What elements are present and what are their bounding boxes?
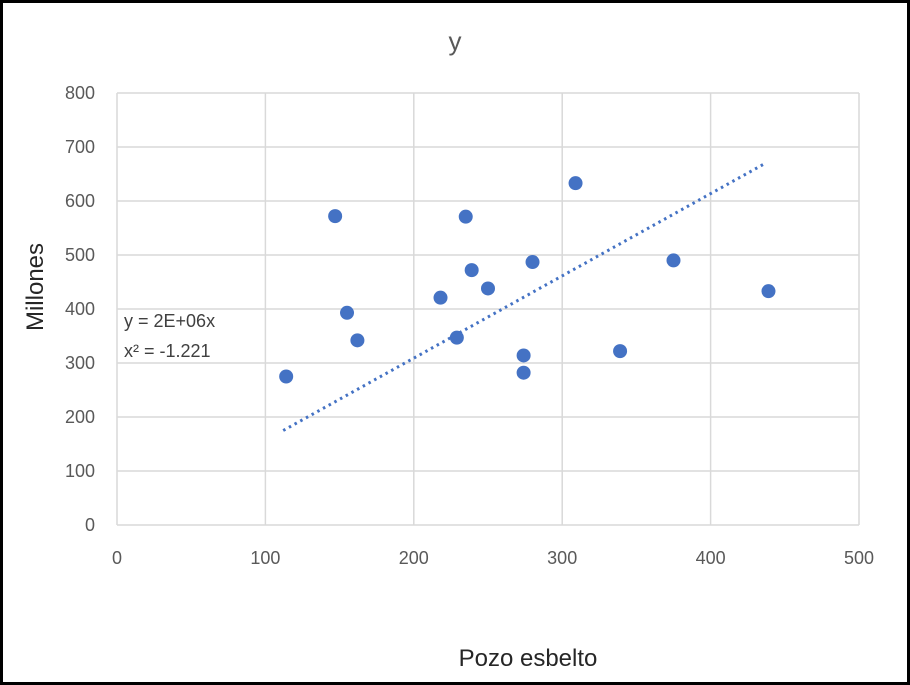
x-axis-label: Pozo esbelto xyxy=(459,645,598,672)
data-point xyxy=(516,365,531,380)
x-tick-labels: 0 100 200 300 400 500 xyxy=(112,548,874,568)
y-axis-label: Millones xyxy=(22,243,49,331)
data-point xyxy=(279,369,294,384)
data-point xyxy=(458,209,473,224)
y-tick-label: 500 xyxy=(65,245,95,265)
data-point xyxy=(666,253,681,268)
y-tick-label: 100 xyxy=(65,461,95,481)
x-tick-label: 200 xyxy=(399,548,429,568)
data-point xyxy=(568,176,583,191)
y-tick-label: 300 xyxy=(65,353,95,373)
trendline-equation: y = 2E+06x xyxy=(124,311,215,331)
chart-title: y xyxy=(449,26,462,56)
data-point xyxy=(481,281,495,296)
data-point xyxy=(340,305,355,320)
x-tick-label: 300 xyxy=(547,548,577,568)
data-point xyxy=(328,209,343,224)
data-point xyxy=(449,330,464,345)
data-point xyxy=(433,290,448,305)
data-point xyxy=(525,255,540,270)
data-point xyxy=(761,284,776,299)
data-point xyxy=(613,344,628,359)
data-point xyxy=(516,348,531,363)
y-tick-label: 400 xyxy=(65,299,95,319)
x-tick-label: 0 xyxy=(112,548,122,568)
data-points xyxy=(279,176,776,384)
trendline xyxy=(282,161,767,432)
y-tick-label: 200 xyxy=(65,407,95,427)
trendline-group xyxy=(282,161,767,432)
data-point xyxy=(464,263,479,278)
data-point xyxy=(350,333,365,348)
x-tick-label: 400 xyxy=(696,548,726,568)
y-tick-label: 700 xyxy=(65,137,95,157)
y-tick-label: 800 xyxy=(65,83,95,103)
x-tick-label: 500 xyxy=(844,548,874,568)
y-tick-label: 0 xyxy=(85,515,95,535)
trendline-r-squared: x² = -1.221 xyxy=(124,341,211,361)
y-tick-label: 600 xyxy=(65,191,95,211)
x-tick-label: 100 xyxy=(250,548,280,568)
y-tick-labels: 0 100 200 300 400 500 600 700 800 xyxy=(65,83,95,535)
grid-lines xyxy=(116,92,860,526)
